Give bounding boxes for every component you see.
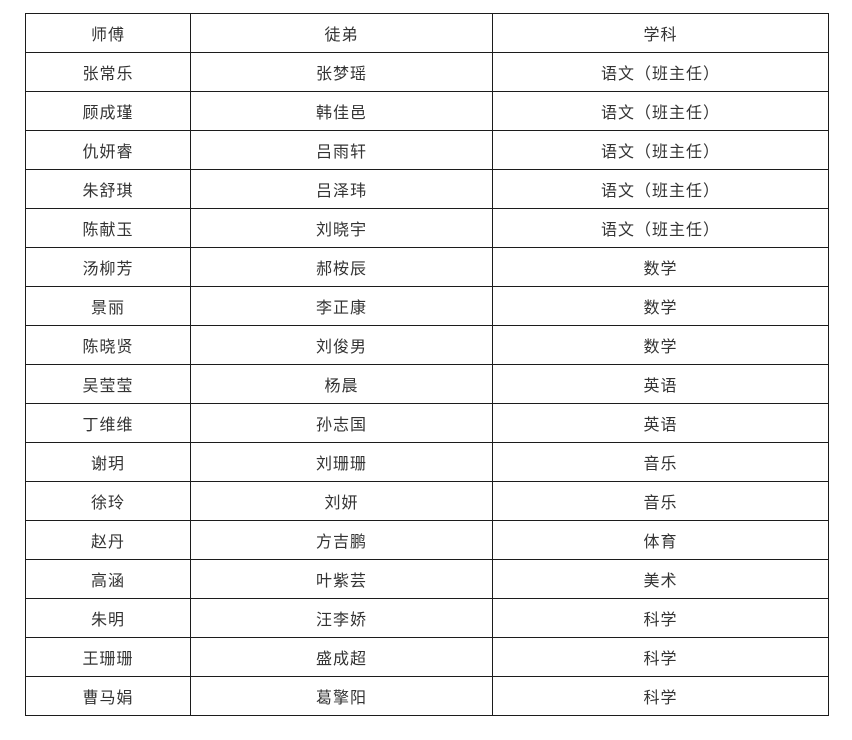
apprentice-cell: 张梦瑶 (190, 52, 493, 92)
subject-cell: 科学 (492, 676, 829, 716)
table-row: 陈献玉 刘晓宇 语文（班主任） (25, 208, 829, 248)
master-cell: 朱舒琪 (25, 169, 191, 209)
header-apprentice: 徒弟 (190, 13, 493, 53)
master-cell: 谢玥 (25, 442, 191, 482)
master-cell: 朱明 (25, 598, 191, 638)
master-cell: 汤柳芳 (25, 247, 191, 287)
apprentice-cell: 杨晨 (190, 364, 493, 404)
table-row: 曹马娟 葛擎阳 科学 (25, 676, 829, 716)
table-row: 仇妍睿 吕雨轩 语文（班主任） (25, 130, 829, 170)
master-cell: 景丽 (25, 286, 191, 326)
subject-cell: 英语 (492, 403, 829, 443)
subject-cell: 科学 (492, 598, 829, 638)
apprentice-cell: 叶紫芸 (190, 559, 493, 599)
table-row: 陈晓贤 刘俊男 数学 (25, 325, 829, 365)
master-cell: 顾成瑾 (25, 91, 191, 131)
subject-cell: 语文（班主任） (492, 130, 829, 170)
master-cell: 王珊珊 (25, 637, 191, 677)
apprentice-cell: 韩佳邑 (190, 91, 493, 131)
table-row: 赵丹 方吉鹏 体育 (25, 520, 829, 560)
table-row: 徐玲 刘妍 音乐 (25, 481, 829, 521)
apprentice-cell: 郝桉辰 (190, 247, 493, 287)
apprentice-cell: 方吉鹏 (190, 520, 493, 560)
apprentice-cell: 孙志国 (190, 403, 493, 443)
subject-cell: 语文（班主任） (492, 91, 829, 131)
table-header-row: 师傅 徒弟 学科 (25, 13, 829, 53)
master-cell: 丁维维 (25, 403, 191, 443)
apprentice-cell: 刘珊珊 (190, 442, 493, 482)
header-master: 师傅 (25, 13, 191, 53)
subject-cell: 音乐 (492, 481, 829, 521)
subject-cell: 语文（班主任） (492, 52, 829, 92)
master-cell: 陈献玉 (25, 208, 191, 248)
master-cell: 高涵 (25, 559, 191, 599)
master-cell: 张常乐 (25, 52, 191, 92)
table-body: 张常乐 张梦瑶 语文（班主任） 顾成瑾 韩佳邑 语文（班主任） 仇妍睿 吕雨轩 语文（班主任）朱… (25, 52, 829, 716)
apprentice-cell: 刘晓宇 (190, 208, 493, 248)
table-row: 谢玥 刘珊珊 音乐 (25, 442, 829, 482)
master-cell: 吴莹莹 (25, 364, 191, 404)
apprentice-cell: 吕雨轩 (190, 130, 493, 170)
table-row: 张常乐 张梦瑶 语文（班主任） (25, 52, 829, 92)
apprentice-cell: 刘妍 (190, 481, 493, 521)
apprentice-cell: 葛擎阳 (190, 676, 493, 716)
subject-cell: 语文（班主任） (492, 169, 829, 209)
subject-cell: 美术 (492, 559, 829, 599)
master-cell: 徐玲 (25, 481, 191, 521)
mentor-apprentice-subject-table: 师傅 徒弟 学科 张常乐 张梦瑶 语文（班主任） 顾成瑾 韩佳邑 语文（班主任） 仇妍睿 吕雨… (25, 13, 829, 716)
apprentice-cell: 盛成超 (190, 637, 493, 677)
master-cell: 仇妍睿 (25, 130, 191, 170)
table-row: 汤柳芳 郝桉辰 数学 (25, 247, 829, 287)
apprentice-cell: 汪李娇 (190, 598, 493, 638)
apprentice-cell: 吕泽玮 (190, 169, 493, 209)
table-row: 景丽 李正康 数学 (25, 286, 829, 326)
table-row: 王珊珊 盛成超 科学 (25, 637, 829, 677)
subject-cell: 科学 (492, 637, 829, 677)
table-row: 高涵 叶紫芸 美术 (25, 559, 829, 599)
table-row: 朱舒琪 吕泽玮 语文（班主任） (25, 169, 829, 209)
master-cell: 陈晓贤 (25, 325, 191, 365)
table-row: 丁维维 孙志国 英语 (25, 403, 829, 443)
subject-cell: 数学 (492, 247, 829, 287)
master-cell: 赵丹 (25, 520, 191, 560)
subject-cell: 英语 (492, 364, 829, 404)
subject-cell: 数学 (492, 286, 829, 326)
apprentice-cell: 李正康 (190, 286, 493, 326)
table-row: 吴莹莹 杨晨 英语 (25, 364, 829, 404)
table-row: 顾成瑾 韩佳邑 语文（班主任） (25, 91, 829, 131)
subject-cell: 音乐 (492, 442, 829, 482)
apprentice-cell: 刘俊男 (190, 325, 493, 365)
table-row: 朱明 汪李娇 科学 (25, 598, 829, 638)
subject-cell: 体育 (492, 520, 829, 560)
header-subject: 学科 (492, 13, 829, 53)
master-cell: 曹马娟 (25, 676, 191, 716)
subject-cell: 语文（班主任） (492, 208, 829, 248)
subject-cell: 数学 (492, 325, 829, 365)
